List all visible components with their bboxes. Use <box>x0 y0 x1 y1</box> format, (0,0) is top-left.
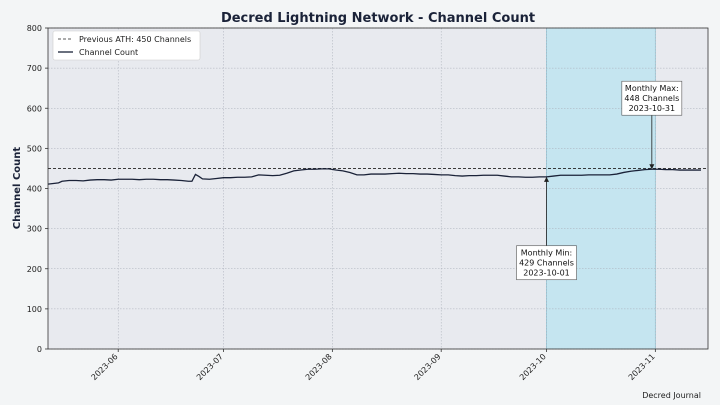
annotation-text: 448 Channels <box>624 94 679 103</box>
y-axis-label: Channel Count <box>12 147 23 230</box>
y-tick-label: 200 <box>27 265 42 274</box>
y-tick-label: 0 <box>37 345 42 354</box>
legend-label-series: Channel Count <box>79 48 138 57</box>
y-tick-label: 500 <box>27 144 42 153</box>
legend: Previous ATH: 450 Channels Channel Count <box>52 30 201 61</box>
y-tick-label: 100 <box>27 305 42 314</box>
channel-count-line <box>47 168 701 185</box>
annotation-text: Monthly Min: <box>521 249 572 258</box>
annotation-text: Monthly Max: <box>625 84 679 93</box>
chart-title: Decred Lightning Network - Channel Count <box>221 11 535 26</box>
y-tick-label: 600 <box>27 104 42 113</box>
annotation-arrowhead <box>649 164 655 170</box>
y-tick-label: 700 <box>27 64 42 73</box>
annotation-text: 2023-10-01 <box>523 269 570 278</box>
annotations: Monthly Min:429 Channels2023-10-01Monthl… <box>516 80 683 281</box>
legend-box <box>52 30 201 61</box>
footer-credit: Decred Journal <box>642 391 701 400</box>
annotation-text: 429 Channels <box>519 259 574 268</box>
annotation-box <box>516 245 577 281</box>
y-tick-label: 400 <box>27 185 42 194</box>
y-axis: 0 100 200 300 400 500 600 700 800 <box>27 24 48 354</box>
annotation-arrowhead <box>544 176 550 182</box>
annotation-text: 2023-10-31 <box>629 104 676 113</box>
annotation-box <box>621 80 683 116</box>
legend-label-ath: Previous ATH: 450 Channels <box>79 35 191 44</box>
y-tick-label: 800 <box>27 24 42 33</box>
y-tick-label: 300 <box>27 225 42 234</box>
